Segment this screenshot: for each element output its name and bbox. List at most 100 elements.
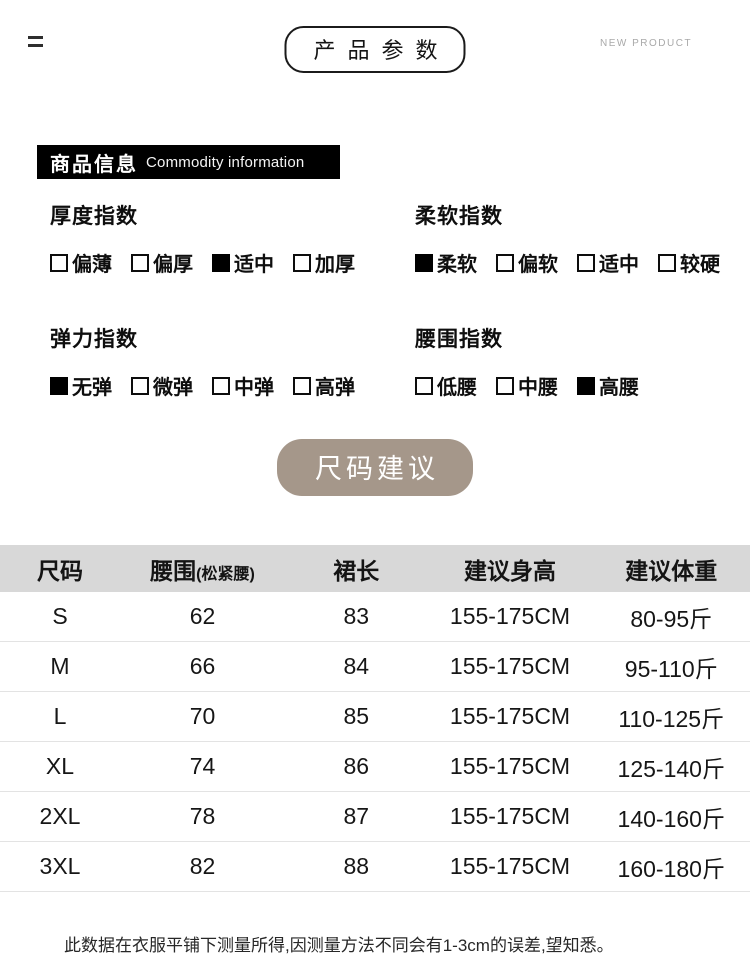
option-label: 中腰	[518, 377, 558, 399]
option-label: 低腰	[437, 377, 477, 399]
column-header-note: (松紧腰)	[196, 565, 255, 583]
option-label: 加厚	[315, 254, 355, 276]
option-label: 无弹	[72, 377, 112, 399]
index-section: 弹力指数无弹 微弹 中弹 高弹	[50, 327, 415, 450]
option-label: 偏软	[518, 254, 558, 276]
table-cell: 85	[343, 703, 370, 729]
checkbox-unchecked-icon[interactable]	[131, 376, 149, 395]
section-title: 弹力指数	[50, 328, 138, 351]
checkbox-unchecked-icon[interactable]	[658, 253, 676, 272]
option-item[interactable]: 中弹	[212, 371, 274, 400]
size-suggestion-badge: 尺码建议	[277, 439, 473, 496]
option-item[interactable]: 柔软	[415, 248, 477, 277]
table-cell: 160-180斤	[617, 855, 725, 882]
option-item[interactable]: 较硬	[658, 248, 720, 277]
column-header: 尺码	[37, 557, 83, 584]
table-cell: L	[53, 703, 67, 729]
checkbox-checked-icon[interactable]	[577, 376, 595, 395]
option-item[interactable]: 偏厚	[131, 248, 193, 277]
table-cell: XL	[45, 753, 75, 779]
section-title: 厚度指数	[50, 205, 138, 228]
checkbox-checked-icon[interactable]	[415, 253, 433, 272]
checkbox-checked-icon[interactable]	[50, 376, 68, 395]
index-section: 腰围指数低腰 中腰 高腰	[415, 327, 720, 450]
banner-title-en: Commodity information	[146, 153, 305, 171]
option-label: 适中	[234, 254, 274, 276]
option-item[interactable]: 无弹	[50, 371, 112, 400]
table-cell: 62	[189, 603, 216, 629]
table-row: 2XL 78 87 155-175CM 140-160斤	[0, 792, 750, 842]
checkbox-unchecked-icon[interactable]	[293, 253, 311, 272]
table-cell: 125-140斤	[617, 755, 725, 782]
option-item[interactable]: 偏软	[496, 248, 558, 277]
table-cell: S	[52, 603, 68, 629]
option-item[interactable]: 微弹	[131, 371, 193, 400]
section-title: 柔软指数	[415, 205, 503, 228]
option-label: 偏薄	[72, 254, 112, 276]
table-cell: 74	[189, 753, 216, 779]
table-cell: 155-175CM	[449, 603, 571, 629]
option-label: 偏厚	[153, 254, 193, 276]
table-cell: 80-95斤	[630, 605, 713, 632]
table-cell: 78	[189, 803, 216, 829]
table-cell: 84	[343, 653, 370, 679]
checkbox-unchecked-icon[interactable]	[50, 253, 68, 272]
checkbox-unchecked-icon[interactable]	[293, 376, 311, 395]
option-row: 偏薄 偏厚 适中 加厚	[50, 248, 415, 277]
table-cell: 66	[189, 653, 216, 679]
option-label: 柔软	[437, 254, 477, 276]
table-cell: 155-175CM	[449, 653, 571, 679]
index-section: 厚度指数偏薄 偏厚 适中 加厚	[50, 204, 415, 327]
option-row: 无弹 微弹 中弹 高弹	[50, 371, 415, 400]
option-item[interactable]: 适中	[577, 248, 639, 277]
column-header: 裙长	[333, 557, 380, 584]
table-cell: 95-110斤	[624, 655, 718, 682]
option-label: 适中	[599, 254, 639, 276]
option-item[interactable]: 中腰	[496, 371, 558, 400]
checkbox-unchecked-icon[interactable]	[496, 253, 514, 272]
page-title: 产品参数	[284, 26, 466, 73]
checkbox-unchecked-icon[interactable]	[131, 253, 149, 272]
table-cell: 155-175CM	[449, 803, 571, 829]
option-label: 中弹	[234, 377, 274, 399]
table-cell: 70	[189, 703, 216, 729]
checkbox-checked-icon[interactable]	[212, 253, 230, 272]
option-item[interactable]: 偏薄	[50, 248, 112, 277]
section-title: 腰围指数	[415, 328, 503, 351]
index-sections: 厚度指数偏薄 偏厚 适中 加厚 柔软指数柔软 偏软 适中 较硬弹力指数无弹 微弹 中弹 高弹 腰围指数…	[50, 204, 720, 450]
table-cell: 110-125斤	[618, 705, 725, 732]
table-cell: 86	[343, 753, 370, 779]
table-cell: 155-175CM	[449, 703, 571, 729]
size-table-body: S 62 83 155-175CM 80-95斤 M 66 84 155-175CM 95-110…	[0, 592, 750, 892]
table-cell: 82	[189, 853, 216, 879]
size-table: 尺码 腰围(松紧腰) 裙长 建议身高 建议体重 S 62 83 155-175CM 80-95斤…	[0, 545, 750, 892]
table-cell: 155-175CM	[449, 853, 571, 879]
table-row: XL 74 86 155-175CM 125-140斤	[0, 742, 750, 792]
option-row: 低腰 中腰 高腰	[415, 371, 720, 400]
checkbox-unchecked-icon[interactable]	[415, 376, 433, 395]
option-label: 较硬	[680, 254, 720, 276]
option-item[interactable]: 高腰	[577, 371, 639, 400]
option-item[interactable]: 加厚	[293, 248, 355, 277]
checkbox-unchecked-icon[interactable]	[577, 253, 595, 272]
measurement-footnote: 此数据在衣服平铺下测量所得,因测量方法不同会有1-3cm的误差,望知悉。	[64, 936, 614, 955]
table-cell: M	[50, 653, 70, 679]
option-item[interactable]: 适中	[212, 248, 274, 277]
table-cell: 2XL	[39, 803, 81, 829]
table-row: M 66 84 155-175CM 95-110斤	[0, 642, 750, 692]
menu-icon	[28, 36, 43, 52]
checkbox-unchecked-icon[interactable]	[496, 376, 514, 395]
table-cell: 155-175CM	[449, 753, 571, 779]
option-item[interactable]: 高弹	[293, 371, 355, 400]
index-section: 柔软指数柔软 偏软 适中 较硬	[415, 204, 720, 327]
banner-title-cn: 商品信息	[50, 153, 138, 176]
column-header: 建议体重	[625, 557, 718, 584]
option-label: 高弹	[315, 377, 355, 399]
commodity-info-banner: 商品信息 Commodity information	[37, 145, 340, 179]
column-header: 建议身高	[464, 557, 556, 584]
checkbox-unchecked-icon[interactable]	[212, 376, 230, 395]
table-row: S 62 83 155-175CM 80-95斤	[0, 592, 750, 642]
table-row: 3XL 82 88 155-175CM 160-180斤	[0, 842, 750, 892]
option-item[interactable]: 低腰	[415, 371, 477, 400]
